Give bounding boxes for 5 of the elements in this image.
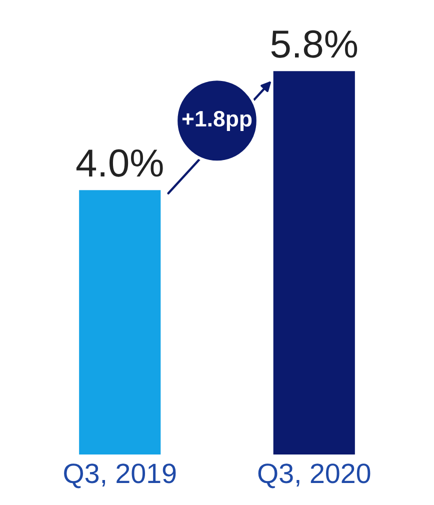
data-label: 5.8% <box>271 30 358 58</box>
data-label: 4.0% <box>76 149 163 177</box>
annotation: +1.8pp <box>182 110 252 132</box>
x-tick-label: Q3, 2020 <box>258 464 370 488</box>
x-tick-label: Q3, 2019 <box>64 464 176 488</box>
